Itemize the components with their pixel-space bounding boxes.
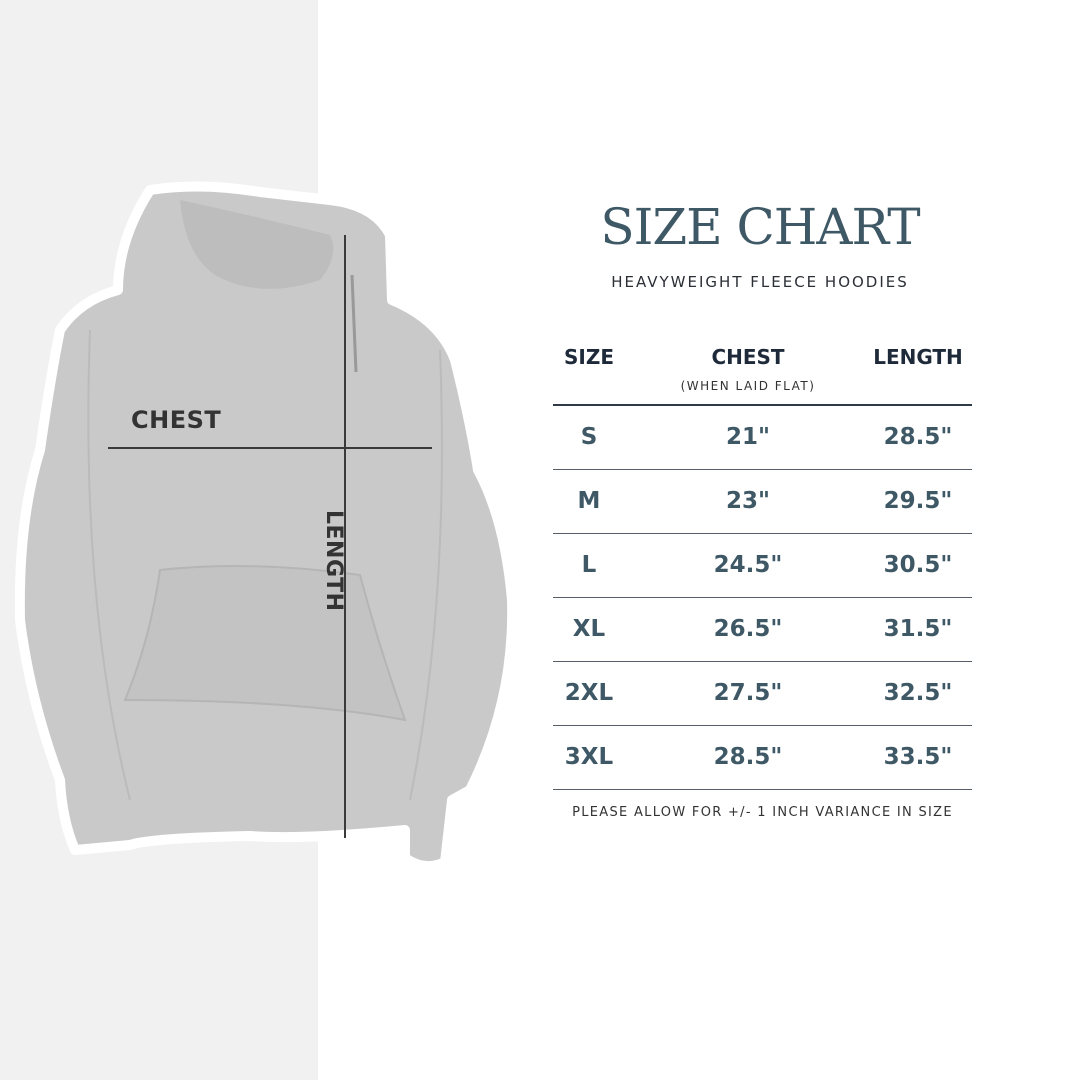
table-row: XL 26.5" 31.5" (553, 598, 972, 662)
length-cell: 29.5" (883, 488, 953, 514)
hoodie-image (14, 181, 518, 872)
length-cell: 33.5" (883, 744, 953, 770)
length-cell: 28.5" (883, 424, 953, 450)
page-subtitle: HEAVYWEIGHT FLEECE HOODIES (611, 273, 909, 291)
chest-cell: 23" (726, 488, 770, 514)
length-cell: 31.5" (883, 616, 953, 642)
column-header-chest: CHEST (711, 345, 785, 369)
size-cell: XL (572, 616, 606, 642)
chest-cell: 21" (726, 424, 770, 450)
column-header-size: SIZE (563, 345, 614, 369)
chest-cell: 27.5" (713, 680, 783, 706)
variance-note: PLEASE ALLOW FOR +/- 1 INCH VARIANCE IN … (572, 805, 953, 820)
length-cell: 30.5" (883, 552, 953, 578)
length-label: LENGTH (321, 510, 346, 612)
size-table: SIZE CHEST (WHEN LAID FLAT) LENGTH S 21" 2… (553, 343, 972, 790)
table-row: 3XL 28.5" 33.5" (553, 726, 972, 790)
length-cell: 32.5" (883, 680, 953, 706)
table-row: L 24.5" 30.5" (553, 534, 972, 598)
page-title: SIZE CHART (600, 198, 920, 256)
table-row: S 21" 28.5" (553, 406, 972, 470)
chest-label: CHEST (131, 406, 222, 434)
size-cell: S (580, 424, 598, 450)
table-header: SIZE CHEST (WHEN LAID FLAT) LENGTH (553, 343, 972, 406)
chest-cell: 24.5" (713, 552, 783, 578)
table-row: M 23" 29.5" (553, 470, 972, 534)
chest-note: (WHEN LAID FLAT) (680, 379, 816, 393)
size-cell: 3XL (564, 744, 614, 770)
chest-cell: 26.5" (713, 616, 783, 642)
size-cell: L (581, 552, 597, 578)
size-cell: M (577, 488, 601, 514)
chest-cell: 28.5" (713, 744, 783, 770)
size-cell: 2XL (564, 680, 614, 706)
table-row: 2XL 27.5" 32.5" (553, 662, 972, 726)
column-header-length: LENGTH (873, 345, 963, 369)
